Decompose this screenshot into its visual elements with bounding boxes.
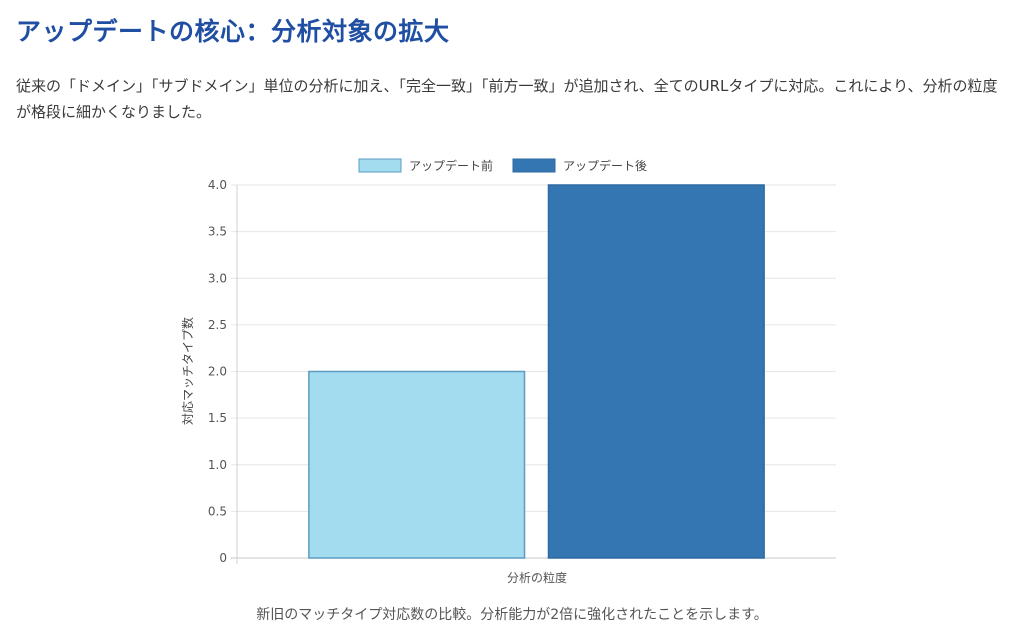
y-tick-label: 2.5 (208, 318, 227, 332)
legend-swatch-after (512, 158, 556, 173)
y-axis-title: 対応マッチタイプ数 (180, 317, 195, 425)
page-description: 従来の「ドメイン」「サブドメイン」単位の分析に加え、「完全一致」「前方一致」が追… (16, 77, 998, 121)
legend-label-before: アップデート前 (409, 158, 493, 173)
legend-label-after: アップデート後 (563, 158, 647, 173)
bars (308, 184, 765, 559)
x-category-label: 分析の粒度 (507, 570, 567, 585)
bar-before (308, 370, 526, 559)
y-tick-label: 0.5 (208, 504, 227, 518)
y-tick-label: 0 (219, 551, 227, 565)
bar-chart: アップデート前 アップデート後 0 0.5 1.0 1.5 2.0 2.5 3.0 3.5 4.… (180, 158, 836, 585)
bar-after (547, 184, 765, 559)
y-tick-label: 2.0 (208, 365, 227, 379)
y-tick-label: 3.0 (208, 271, 227, 285)
page-title: アップデートの核心：分析対象の拡大 (16, 17, 450, 46)
y-axis-ticks: 0 0.5 1.0 1.5 2.0 2.5 3.0 3.5 4.0 (208, 178, 227, 565)
chart-caption: 新旧のマッチタイプ対応数の比較。分析能力が2倍に強化されたことを示します。 (256, 607, 768, 623)
y-tick-label: 1.0 (208, 458, 227, 472)
legend-swatch-before (358, 158, 402, 173)
chart-legend: アップデート前 アップデート後 (358, 158, 647, 173)
y-tick-label: 4.0 (208, 178, 227, 192)
y-tick-label: 3.5 (208, 225, 227, 239)
y-tick-label: 1.5 (208, 411, 227, 425)
